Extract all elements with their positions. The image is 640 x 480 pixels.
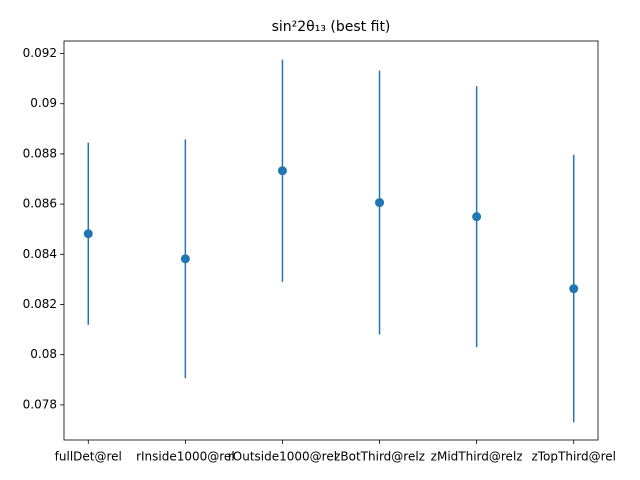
chart-title: sin²2θ₁₃ (best fit) xyxy=(272,19,391,35)
y-tick-label: 0.088 xyxy=(23,146,57,160)
y-tick-label: 0.082 xyxy=(23,297,57,311)
point xyxy=(472,212,482,222)
x-tick-label: rOutside1000@rel xyxy=(228,450,337,464)
x-tick-label: zMidThird@relz xyxy=(431,450,523,464)
plot-frame xyxy=(63,40,599,441)
x-tick-label: zTopThird@rel xyxy=(531,450,616,464)
point xyxy=(375,198,385,208)
y-tick-label: 0.086 xyxy=(23,197,57,211)
y-tick-label: 0.078 xyxy=(23,397,57,411)
point xyxy=(277,166,287,176)
y-tick-label: 0.084 xyxy=(23,247,57,261)
point xyxy=(83,229,93,239)
x-tick-label: zBotThird@relz xyxy=(334,450,425,464)
y-tick-label: 0.09 xyxy=(30,96,57,110)
point xyxy=(180,254,190,264)
x-tick-label: rInside1000@rel xyxy=(136,450,235,464)
x-tick-label: fullDet@rel xyxy=(55,450,122,464)
y-tick-label: 0.08 xyxy=(30,347,57,361)
point xyxy=(569,284,579,294)
y-tick-label: 0.092 xyxy=(23,46,57,60)
